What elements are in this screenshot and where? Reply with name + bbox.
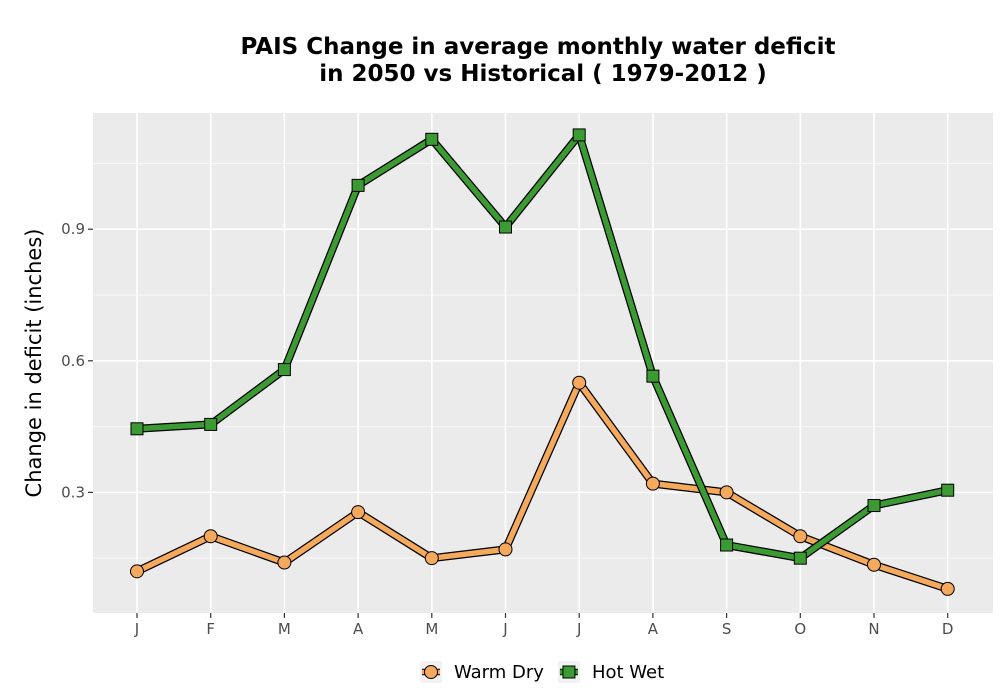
x-tick-label-0: J [134,620,139,638]
chart-title-line-1: PAIS Change in average monthly water def… [241,34,836,60]
series-1-line [134,132,951,561]
x-tick-label-8: S [722,620,732,638]
x-tick-label-7: A [648,620,659,638]
point-1-10 [867,499,881,513]
x-tick-label-5: J [502,620,507,638]
point-0-9 [793,529,808,544]
point-0-5 [498,542,513,557]
x-tick-label-9: O [794,620,806,638]
point-1-1 [204,417,218,431]
x-tick-label-3: A [353,620,364,638]
point-1-4 [425,132,439,146]
x-tick-label-6: J [576,620,581,638]
y-tick-label-0: 0.3 [61,483,85,501]
legend-item-1: Hot Wet [557,661,664,683]
point-1-6 [572,128,586,142]
legend-label-0: Warm Dry [454,662,544,683]
point-0-8 [719,485,734,500]
point-1-9 [793,551,807,565]
series-1 [130,128,955,565]
x-tick-label-1: F [206,620,215,638]
point-1-0 [130,422,144,436]
x-tick-label-11: D [942,620,954,638]
point-1-8 [720,538,734,552]
point-0-7 [645,476,660,491]
point-0-3 [351,505,366,520]
x-tick-label-4: M [425,620,438,638]
point-0-6 [572,375,587,390]
grid-lines [93,113,993,613]
y-tick-label-2: 0.9 [61,220,85,238]
point-0-11 [940,581,955,596]
point-1-5 [499,220,512,234]
legend: Warm Dry Hot Wet [420,661,664,683]
plot-panel [93,113,993,613]
legend-label-1: Hot Wet [592,662,664,683]
legend-key-marker-0 [424,665,438,679]
point-0-2 [277,555,292,570]
y-tick-label-1: 0.6 [61,352,85,370]
x-tick-label-10: N [868,620,879,638]
point-0-4 [424,551,439,566]
series-0 [130,375,955,596]
y-axis: 0.3 0.6 0.9 [61,220,93,501]
point-1-3 [351,178,365,192]
series-0-line [134,379,951,592]
series-layer [130,128,955,596]
point-0-0 [130,564,144,579]
point-0-1 [203,529,218,544]
point-1-11 [941,483,955,497]
y-axis-title: Change in deficit (inches) [22,229,46,498]
x-tick-label-2: M [278,620,291,638]
legend-key-marker-1 [562,665,576,679]
chart-title-line-2: in 2050 vs Historical ( 1979-2012 ) [319,61,766,87]
point-1-7 [646,369,660,383]
legend-item-0: Warm Dry [420,661,544,683]
point-1-2 [277,363,291,377]
point-0-10 [867,557,881,572]
